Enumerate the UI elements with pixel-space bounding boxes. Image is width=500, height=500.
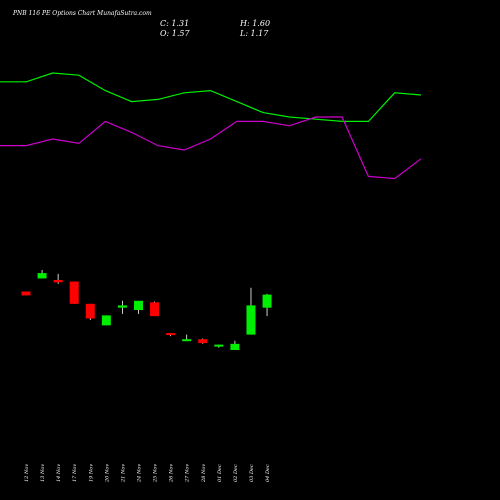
x-tick-label: 21 Nov (120, 464, 126, 483)
x-tick-label: 27 Nov (185, 464, 191, 483)
candle-body (182, 339, 192, 342)
candle-body (198, 339, 208, 344)
candle-body (69, 281, 79, 304)
x-tick-label: 24 Nov (136, 464, 142, 483)
overlay-line-1 (0, 72, 422, 123)
low-value: L: 1.17 (239, 29, 269, 38)
x-tick-label: 04 Dec (265, 464, 271, 482)
candle-body (150, 302, 160, 317)
candle-body (166, 333, 176, 336)
candle-body (85, 303, 95, 319)
overlay-line-2 (0, 116, 422, 180)
candle-body (246, 305, 256, 335)
x-tick-label: 12 Nov (24, 464, 30, 482)
candle-body (262, 294, 272, 308)
x-tick-label: 28 Nov (201, 464, 207, 483)
candles (21, 270, 272, 350)
candle-body (230, 343, 240, 350)
overlay-lines (0, 72, 422, 180)
close-value: C: 1.31 (160, 19, 189, 28)
candle-body (53, 280, 63, 283)
chart-title: PNB 116 PE Options Chart MunafaSutra.com (12, 10, 152, 17)
x-tick-label: 20 Nov (104, 464, 110, 483)
x-tick-label: 25 Nov (153, 464, 159, 483)
x-tick-label: 03 Dec (249, 464, 255, 482)
x-axis-labels: 12 Nov 13 Nov 14 Nov 17 Nov 19 Nov 20 Nov 21 N… (24, 464, 271, 483)
x-tick-label: 26 Nov (169, 464, 175, 483)
candle-body (37, 273, 47, 279)
x-tick-label: 14 Nov (56, 464, 62, 482)
high-value: H: 1.60 (239, 19, 270, 28)
x-tick-label: 13 Nov (40, 464, 46, 482)
open-value: O: 1.57 (160, 29, 191, 38)
x-tick-label: 17 Nov (72, 464, 78, 482)
candle-body (214, 344, 224, 347)
x-tick-label: 19 Nov (88, 464, 94, 482)
candle-body (133, 300, 143, 310)
candle-body (21, 291, 31, 296)
x-tick-label: 01 Dec (217, 464, 223, 482)
candle-body (117, 305, 127, 308)
x-tick-label: 02 Dec (233, 464, 239, 482)
candle-body (101, 315, 111, 326)
